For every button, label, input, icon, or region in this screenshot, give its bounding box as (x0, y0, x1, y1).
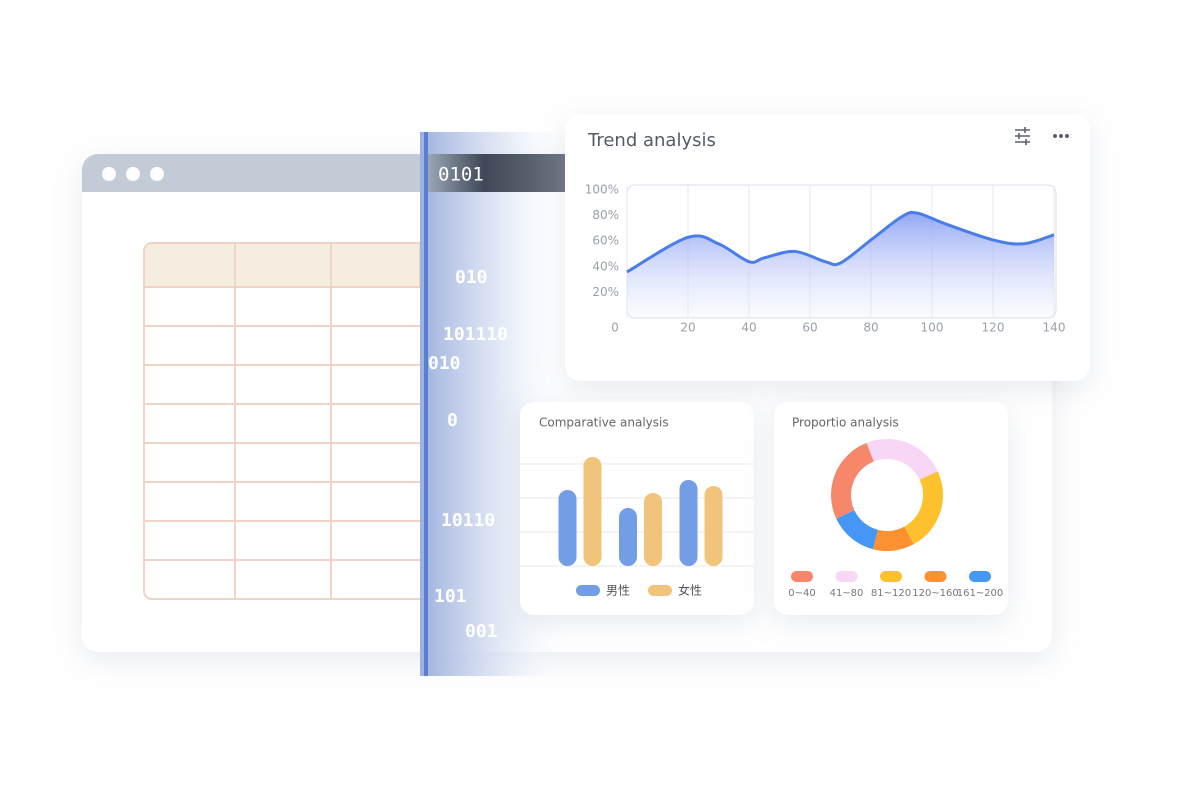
bar (619, 508, 637, 566)
area (627, 212, 1054, 318)
bar-grid (520, 463, 754, 567)
donut-segment (872, 526, 914, 551)
pie-card (774, 402, 1008, 615)
donut-segment (831, 442, 875, 519)
bar (644, 493, 662, 566)
window-dot (102, 167, 116, 181)
binary-text: 10110 (441, 510, 495, 531)
y-tick-label: 20% (592, 285, 619, 299)
donut-segment (866, 439, 938, 481)
x-tick-label: 120 (982, 321, 1005, 335)
binary-text: 0 (447, 410, 458, 431)
card-title: Trend analysis (587, 130, 716, 151)
legend-label: 女性 (678, 583, 702, 598)
y-tick-label: 100% (585, 183, 619, 197)
legend-label: 81~120 (871, 588, 911, 599)
card-title: Proportio analysis (792, 416, 899, 430)
y-tick-label: 60% (592, 234, 619, 248)
legend-label: 161~200 (957, 588, 1004, 599)
line (626, 210, 1055, 274)
window-dot (126, 167, 140, 181)
binary-text: 101 (434, 586, 467, 607)
x-tick-label: 80 (863, 321, 878, 335)
code-text: 0101 (438, 164, 484, 186)
legend-label: 男性 (606, 584, 630, 598)
table (143, 242, 421, 600)
bar (679, 480, 698, 566)
legend-swatch (969, 571, 991, 582)
code-bar (428, 154, 568, 192)
legend-swatch (791, 571, 813, 582)
y-tick-label: 40% (592, 259, 619, 273)
more-icon[interactable] (1053, 134, 1069, 138)
legend-label: 41~80 (830, 588, 864, 599)
filter-icon[interactable] (1015, 127, 1030, 145)
legend-swatch (576, 585, 600, 596)
title-bar (82, 154, 420, 192)
binary-text: 001 (465, 621, 498, 642)
bar (558, 490, 577, 566)
x-tick-label: 0 (611, 321, 619, 335)
binary-text: 010 (455, 267, 488, 288)
scan-line (424, 132, 428, 676)
legend-swatch (835, 571, 858, 582)
legend-label: 120~160 (912, 588, 959, 599)
bar (583, 457, 602, 566)
binary-text: 101110 (443, 324, 508, 345)
donut-segment (836, 509, 879, 550)
legend-label: 0~40 (788, 588, 815, 599)
x-tick-label: 40 (741, 321, 756, 335)
window-dot (150, 167, 164, 181)
x-tick-label: 140 (1043, 321, 1066, 335)
legend-swatch (924, 571, 947, 582)
legend-swatch (648, 585, 672, 596)
bar (704, 486, 723, 566)
x-tick-label: 20 (680, 321, 695, 335)
x-tick-label: 60 (802, 321, 817, 335)
donut-segment (903, 471, 943, 545)
legend-swatch (880, 571, 902, 582)
y-tick-label: 80% (592, 208, 619, 222)
card-title: Comparative analysis (539, 416, 669, 430)
binary-text: 010 (428, 353, 461, 374)
x-tick-label: 100 (921, 321, 944, 335)
